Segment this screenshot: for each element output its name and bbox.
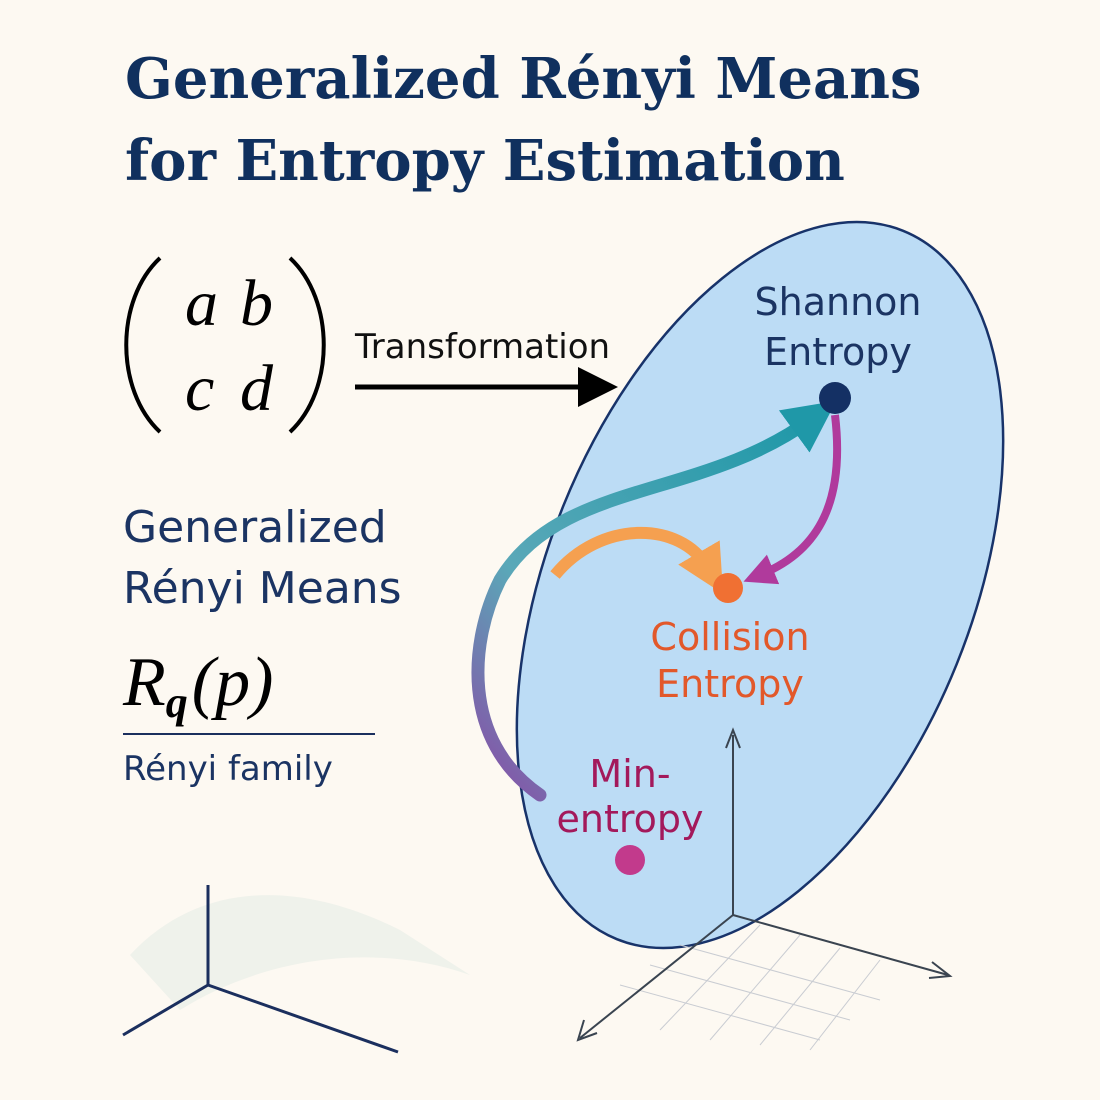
formula-symbol: R [122,644,166,721]
flow-arrow [550,526,724,594]
matrix-entry: a [185,267,218,340]
panel-caption: Rényi family [123,749,333,789]
axes [122,885,399,1054]
formula-argument: (p) [192,644,274,721]
node-label: Shannon [755,280,922,324]
arrow-label: Transformation [354,327,610,367]
matrix-entry: d [240,352,274,425]
flow-arrow [743,414,842,585]
paren [288,256,326,434]
node-label: Collision [650,615,809,659]
grid [619,924,881,1051]
surface [130,895,470,1010]
panel-heading: Generalized [123,502,387,553]
node [615,845,645,875]
matrix-entry: b [240,267,273,340]
node-label: entropy [556,797,703,841]
flow-arrow [471,400,837,802]
node [819,382,851,414]
title-line: Generalized Rényi Means [125,46,922,112]
space [515,220,1005,950]
axes [576,727,953,1042]
title-line: for Entropy Estimation [125,128,845,194]
panel-heading: Rényi Means [123,563,402,614]
matrix-entry: c [185,352,214,425]
node [713,573,743,603]
formula: Rq(p) [122,644,273,727]
formula-subscript: q [166,678,188,727]
node-label: Entropy [764,330,912,374]
paren [124,256,162,434]
node-label: Min- [589,752,670,796]
node-label: Entropy [656,662,804,706]
